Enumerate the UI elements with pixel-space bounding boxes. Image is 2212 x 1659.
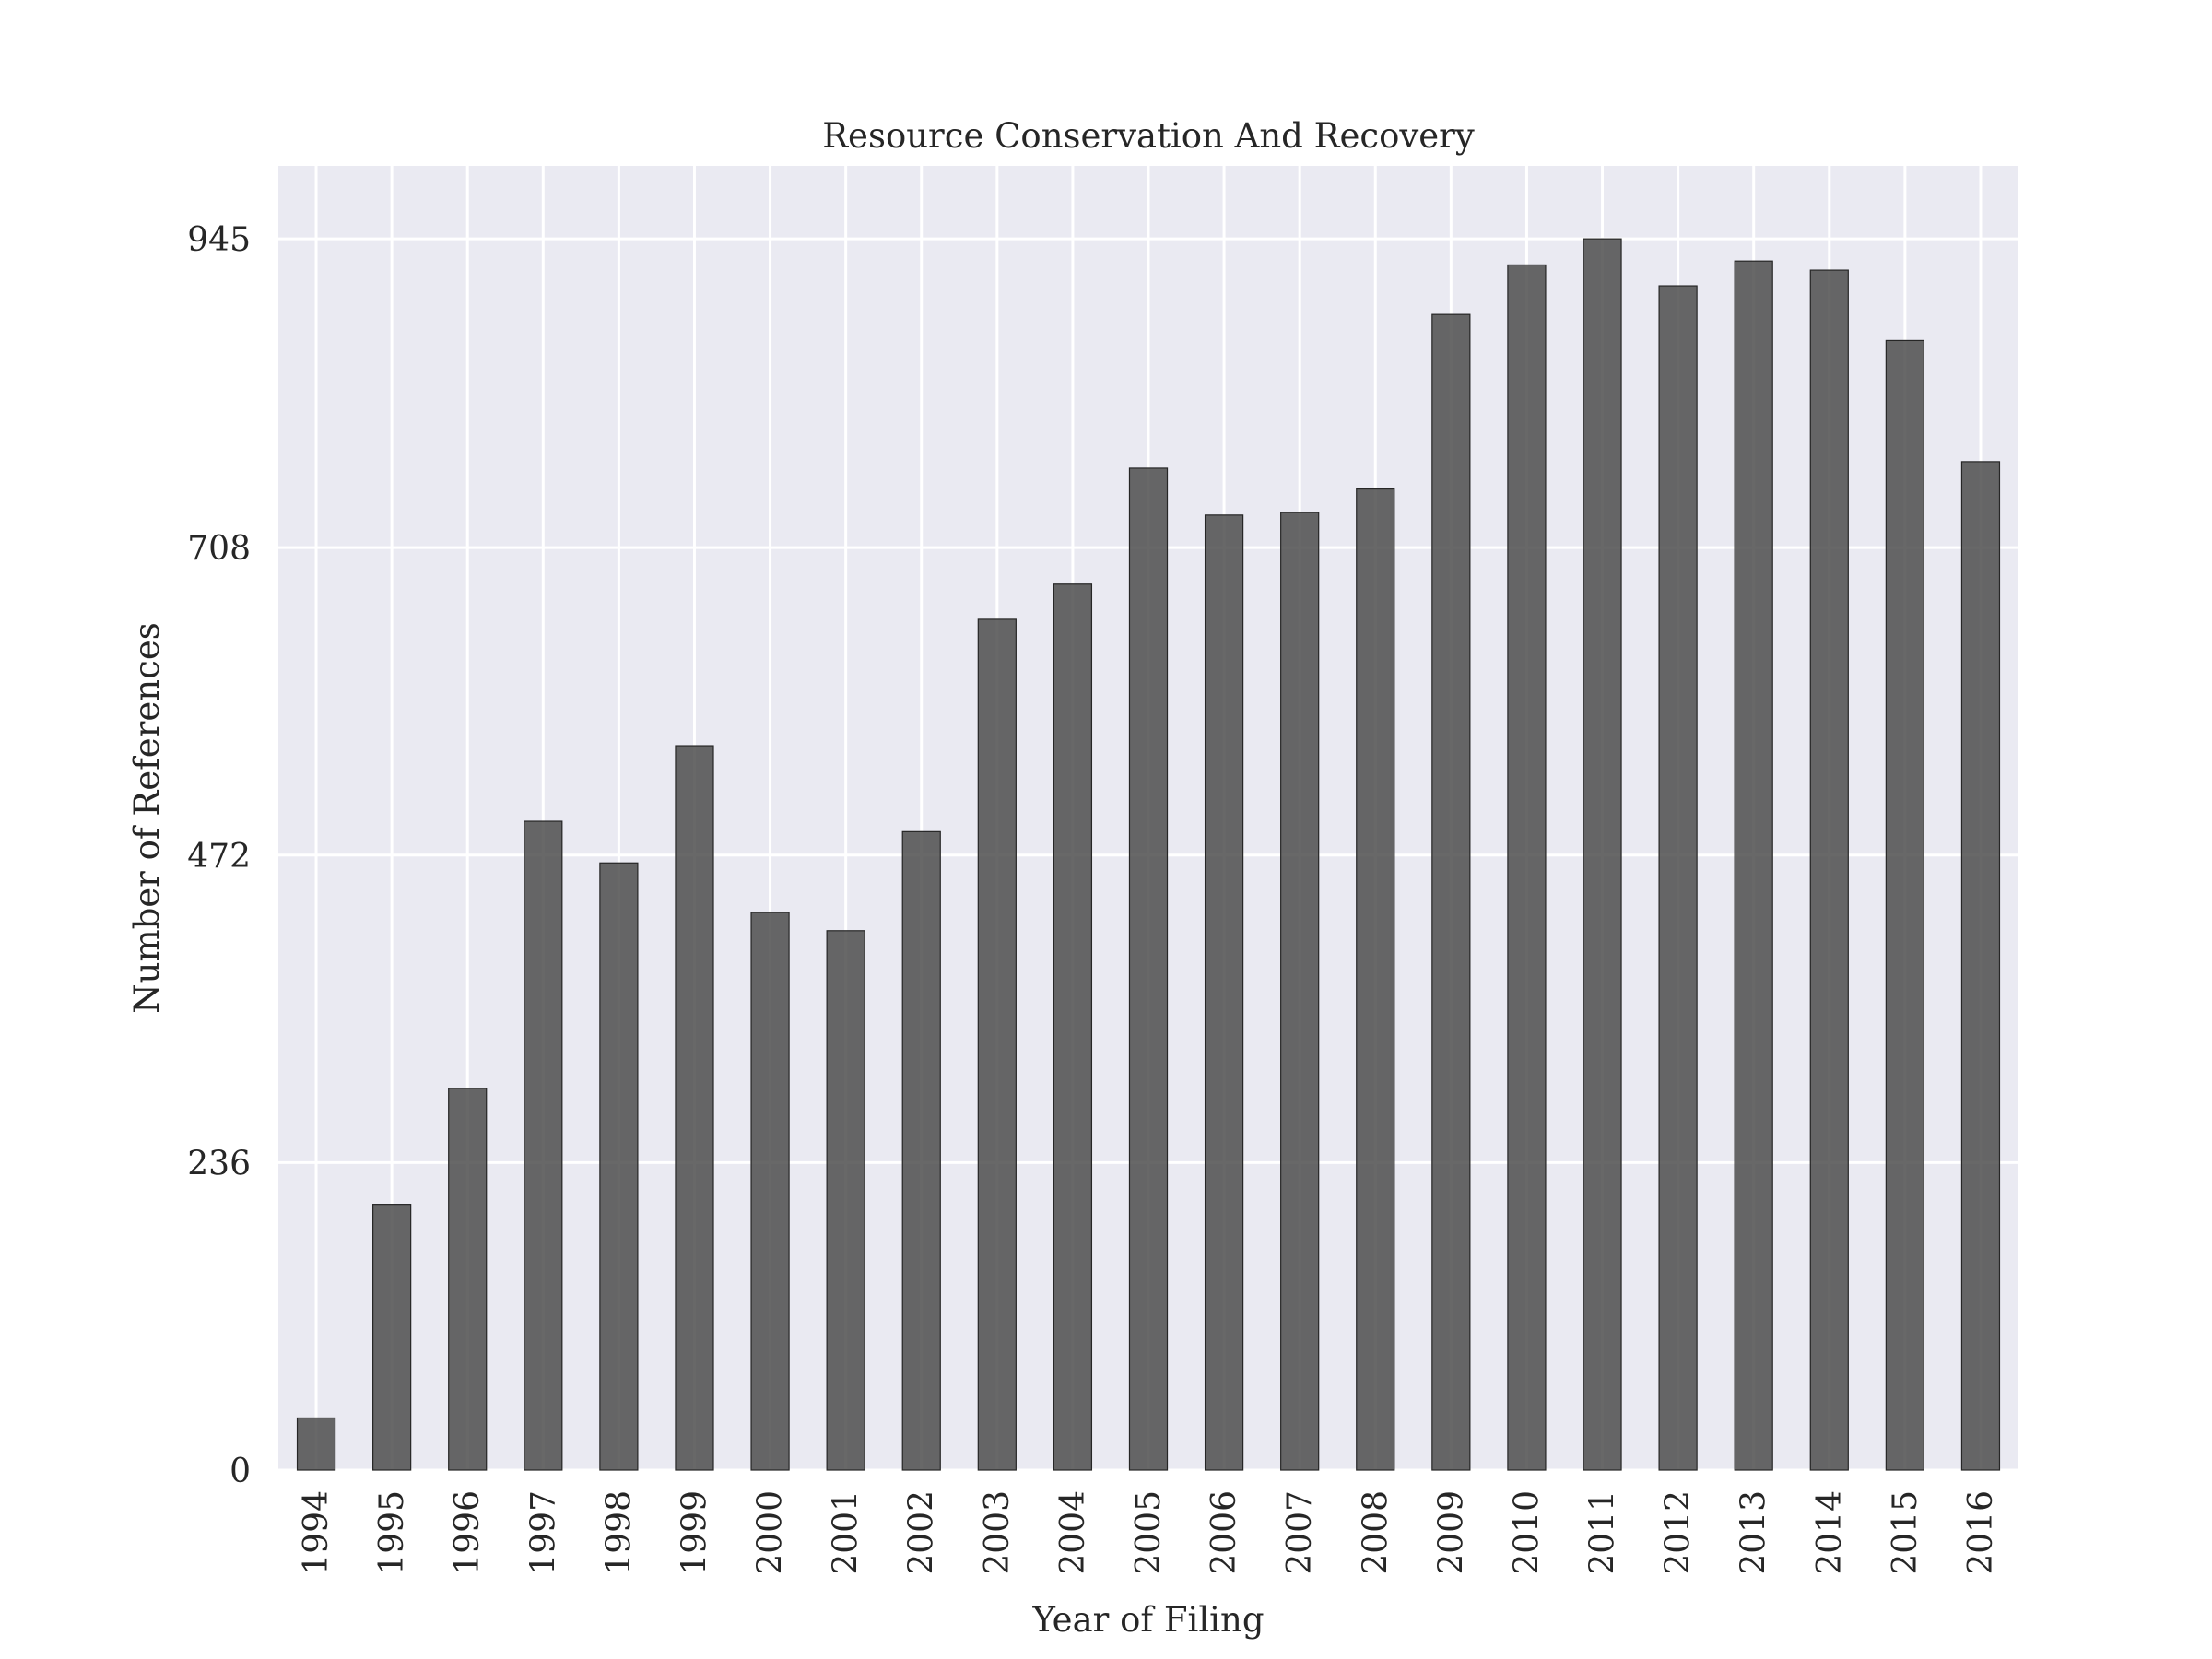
bar-2015 <box>1885 339 1924 1471</box>
bar-2004 <box>1053 583 1093 1471</box>
bar-2006 <box>1204 514 1244 1471</box>
x-tick-label: 2006 <box>1206 1490 1243 1575</box>
bar-1994 <box>296 1417 336 1471</box>
bar-2003 <box>977 618 1017 1471</box>
bar-2012 <box>1658 285 1698 1471</box>
x-tick-labels: 1994 1995 1996 1997 1998 1999 2000 2001 2002 2003… <box>298 1490 2000 1575</box>
x-tick-label: 2011 <box>1584 1490 1622 1575</box>
y-tick-label: 472 <box>187 838 251 876</box>
bar-1999 <box>675 745 714 1471</box>
x-tick-label: 2001 <box>828 1490 865 1575</box>
bar-2010 <box>1507 264 1547 1471</box>
x-tick-label: 2012 <box>1660 1490 1698 1575</box>
bar-2001 <box>826 930 865 1471</box>
bar-2008 <box>1356 488 1395 1471</box>
y-tick-label: 708 <box>187 530 251 568</box>
x-tick-label: 1998 <box>600 1490 638 1575</box>
x-tick-label: 2002 <box>903 1490 941 1575</box>
x-tick-label: 2014 <box>1811 1490 1849 1575</box>
x-tick-label: 2016 <box>1962 1490 2000 1575</box>
x-tick-label: 2007 <box>1281 1490 1319 1575</box>
bar-1998 <box>599 862 639 1471</box>
bar-2002 <box>901 830 941 1471</box>
y-axis-label: Number of References <box>127 622 167 1013</box>
y-tick-label: 0 <box>229 1453 251 1490</box>
bar-1995 <box>372 1204 412 1471</box>
bar-2014 <box>1809 269 1849 1471</box>
bar-2007 <box>1280 512 1320 1471</box>
y-tick-label: 236 <box>187 1145 251 1182</box>
bar-2000 <box>750 912 790 1471</box>
x-tick-label: 2010 <box>1508 1490 1546 1575</box>
bars <box>296 238 2001 1471</box>
x-tick-label: 2004 <box>1054 1490 1092 1575</box>
x-tick-label: 1996 <box>449 1490 487 1575</box>
x-tick-label: 2013 <box>1735 1490 1773 1575</box>
x-tick-label: 2000 <box>752 1490 790 1575</box>
y-tick-labels: 0 236 472 708 945 <box>187 221 251 1490</box>
bar-2009 <box>1431 313 1471 1471</box>
x-tick-label: 2005 <box>1130 1490 1168 1575</box>
bar-2013 <box>1734 260 1773 1471</box>
x-tick-label: 1995 <box>373 1490 411 1575</box>
x-axis-label: Year of Filing <box>1031 1600 1264 1640</box>
x-tick-label: 2015 <box>1887 1490 1924 1575</box>
bar-1996 <box>448 1088 488 1471</box>
chart-title: Resource Conservation And Recovery <box>822 116 1475 156</box>
x-tick-label: 1997 <box>524 1490 562 1575</box>
y-tick-label: 945 <box>187 221 251 259</box>
bar-2005 <box>1128 467 1169 1471</box>
bar-1997 <box>524 820 563 1471</box>
x-tick-label: 2003 <box>979 1490 1017 1575</box>
x-tick-label: 2009 <box>1432 1490 1470 1575</box>
x-tick-label: 1999 <box>676 1490 713 1575</box>
x-tick-label: 2008 <box>1357 1490 1394 1575</box>
bar-2016 <box>1960 461 2001 1471</box>
x-tick-label: 1994 <box>298 1490 335 1575</box>
bar-2011 <box>1583 238 1622 1471</box>
